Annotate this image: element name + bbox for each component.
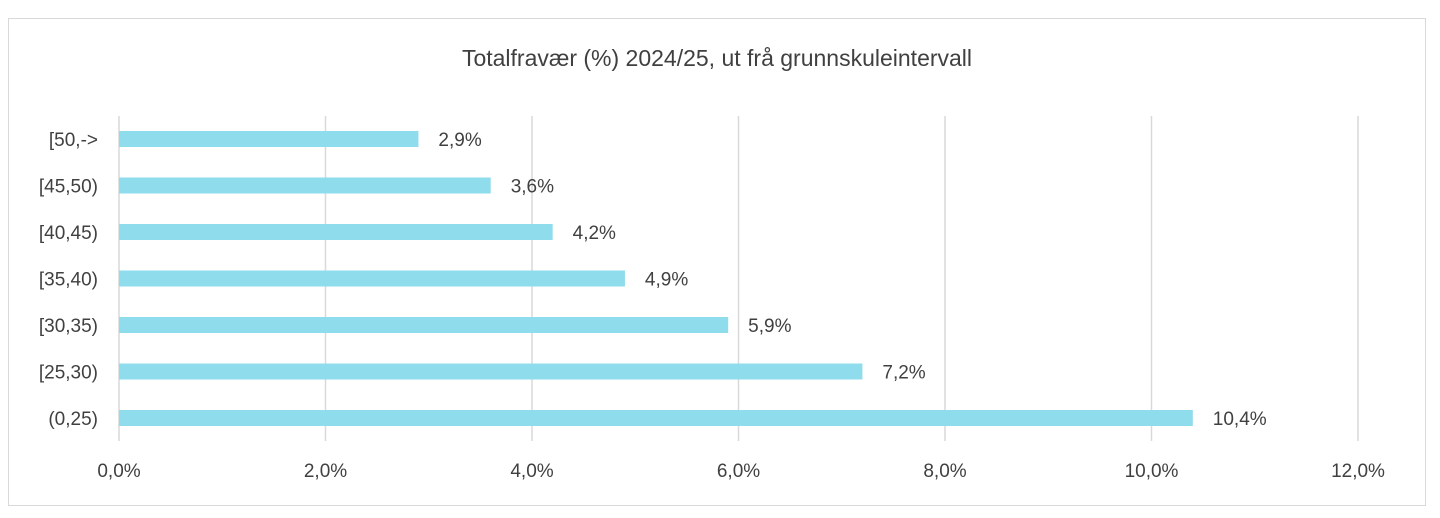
x-tick-label: 12,0% — [1331, 461, 1385, 482]
x-tick-label: 2,0% — [304, 461, 347, 482]
category-label: [45,50) — [39, 177, 98, 198]
x-tick-label: 4,0% — [510, 461, 553, 482]
chart-title: Totalfravær (%) 2024/25, ut frå grunnsku… — [462, 45, 972, 71]
data-label: 7,2% — [882, 363, 925, 384]
bar — [119, 363, 863, 380]
gridlines — [118, 116, 1359, 441]
category-label: [35,40) — [39, 270, 98, 291]
x-tick-labels: 0,0% 2,0% 4,0% 6,0% 8,0% 10,0% 12,0% — [97, 461, 1385, 482]
category-label: [25,30) — [39, 363, 98, 384]
data-label: 10,4% — [1213, 409, 1267, 430]
data-label: 3,6% — [511, 177, 554, 198]
bar — [119, 131, 419, 147]
category-label: [40,45) — [39, 223, 98, 244]
bar — [119, 317, 729, 333]
bars — [119, 131, 1193, 426]
bar — [119, 410, 1193, 426]
x-tick-label: 10,0% — [1125, 461, 1179, 482]
x-tick-label: 0,0% — [97, 461, 140, 482]
data-label: 4,9% — [645, 270, 688, 291]
category-label: [50,-> — [49, 130, 98, 151]
bar — [119, 177, 491, 194]
category-labels: [50,-> [45,50) [40,45) [35,40) [30,35) [25,30… — [39, 130, 98, 430]
category-label: [30,35) — [39, 316, 98, 337]
x-tick-label: 6,0% — [717, 461, 760, 482]
category-label: (0,25) — [48, 409, 98, 430]
bar — [119, 270, 625, 287]
data-labels: 2,9% 3,6% 4,2% 4,9% 5,9% 7,2% 10,4% — [438, 130, 1266, 430]
data-label: 4,2% — [573, 223, 616, 244]
bar — [119, 224, 553, 240]
data-label: 2,9% — [438, 130, 481, 151]
x-tick-label: 8,0% — [923, 461, 966, 482]
data-label: 5,9% — [748, 316, 791, 337]
